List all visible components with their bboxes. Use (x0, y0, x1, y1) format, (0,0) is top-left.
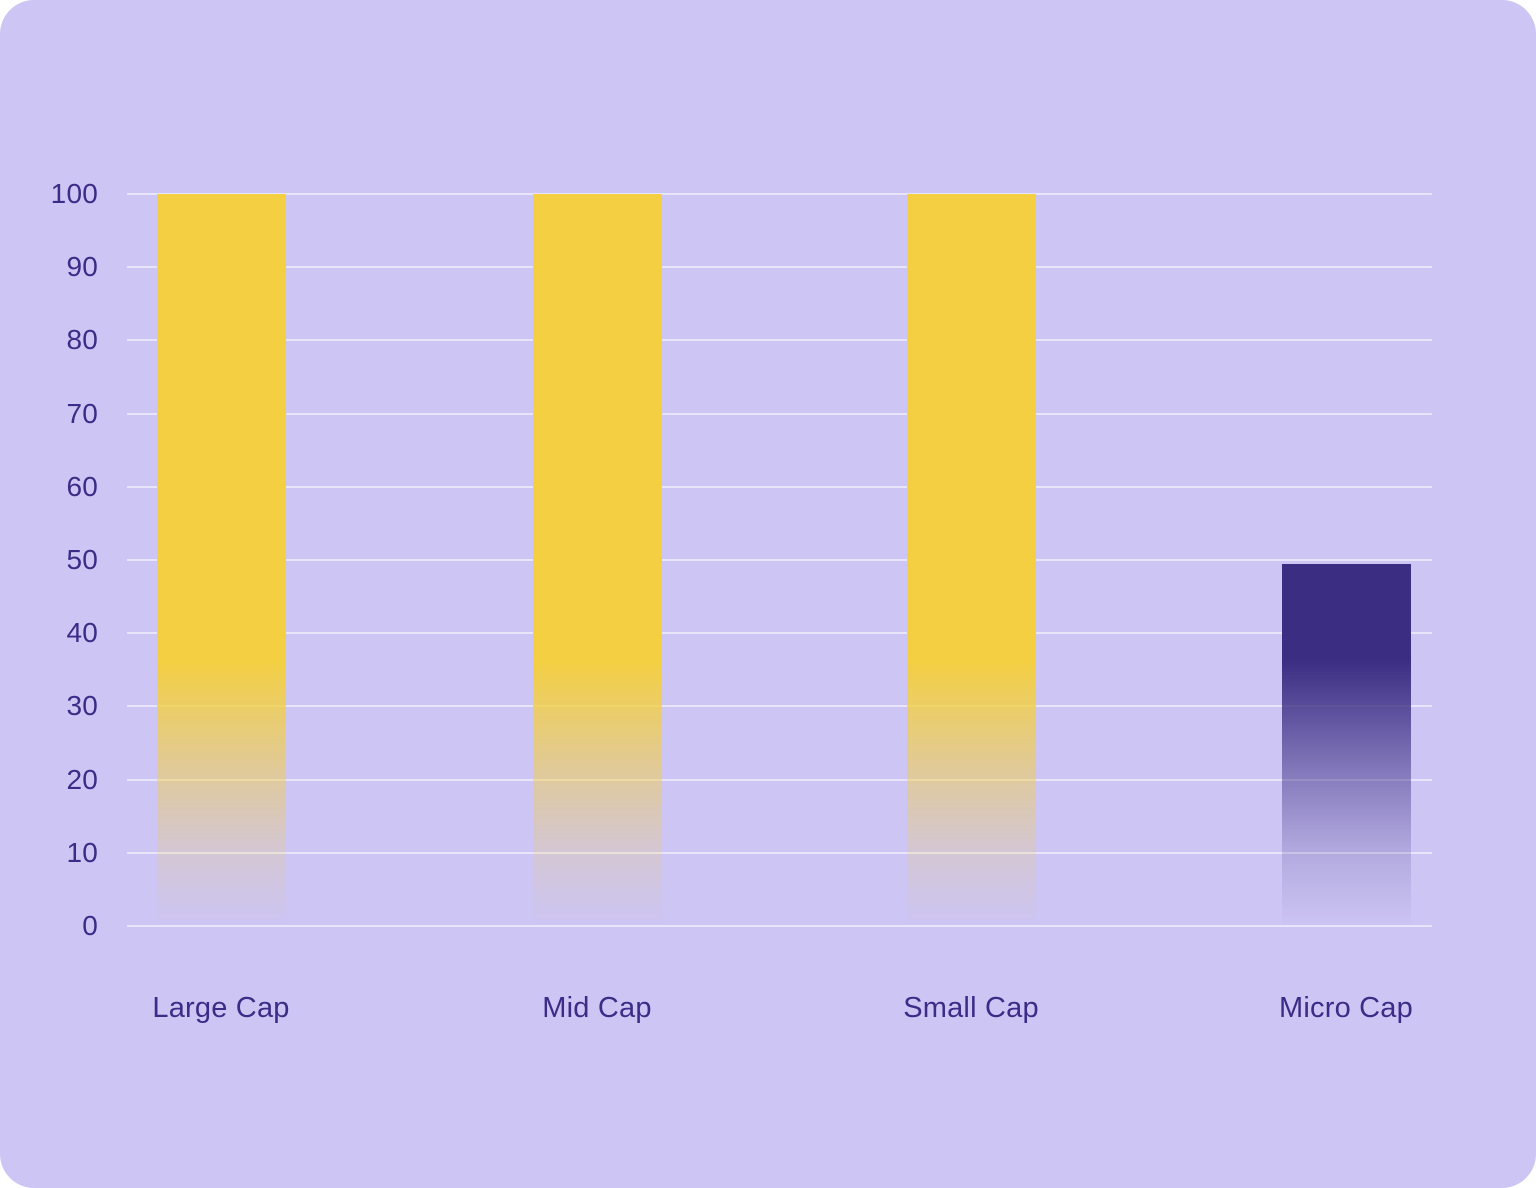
gridline-10 (127, 851, 1432, 854)
gridline-100 (127, 193, 1432, 195)
y-tick-label-20: 20 (66, 763, 98, 795)
y-tick-label-30: 30 (66, 690, 98, 722)
gridline-80 (127, 339, 1432, 342)
gridline-50 (127, 559, 1432, 561)
bar-large-cap (156, 194, 286, 926)
y-tick-label-60: 60 (66, 470, 98, 502)
x-label-micro-cap: Micro Cap (1279, 992, 1413, 1024)
y-tick-label-50: 50 (66, 544, 98, 575)
y-tick-label-100: 100 (50, 178, 98, 209)
x-label-small-cap: Small Cap (903, 992, 1039, 1024)
y-tick-label-0: 0 (82, 910, 98, 941)
x-label-mid-cap: Mid Cap (542, 992, 652, 1024)
y-tick-label-80: 80 (66, 324, 98, 356)
bar-chart-plot-area (127, 193, 1432, 927)
x-label-large-cap: Large Cap (152, 992, 290, 1024)
y-tick-label-10: 10 (66, 836, 98, 868)
y-tick-label-40: 40 (66, 617, 98, 649)
gridline-20 (127, 778, 1432, 781)
gridline-70 (127, 412, 1432, 415)
gridline-30 (127, 705, 1432, 708)
gridline-0 (127, 925, 1432, 927)
gridline-40 (127, 632, 1432, 635)
bar-mid-cap (532, 194, 662, 926)
bar-small-cap (906, 194, 1036, 926)
gridline-60 (127, 485, 1432, 488)
y-tick-label-90: 90 (66, 251, 98, 283)
y-tick-label-70: 70 (66, 397, 98, 429)
gridline-90 (127, 266, 1432, 269)
bar-micro-cap (1281, 563, 1411, 926)
